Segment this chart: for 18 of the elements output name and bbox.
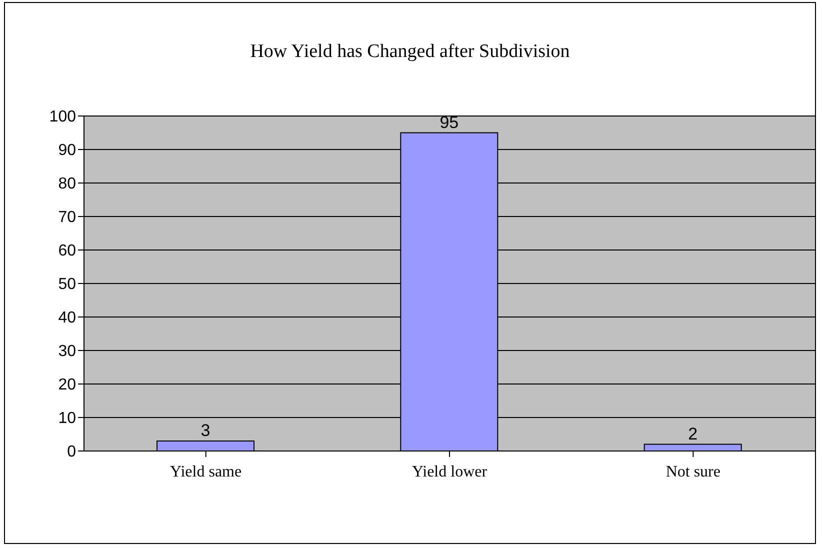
x-tick-label: Not sure bbox=[666, 463, 720, 480]
y-tick-label: 20 bbox=[58, 376, 76, 394]
y-tick-label: 60 bbox=[58, 242, 76, 260]
data-label: 3 bbox=[200, 420, 210, 440]
x-tick-label: Yield lower bbox=[412, 463, 488, 480]
y-tick-label: 90 bbox=[58, 142, 76, 160]
chart-title: How Yield has Changed after Subdivision bbox=[249, 41, 571, 63]
data-label: 2 bbox=[688, 424, 698, 444]
y-tick-label: 40 bbox=[58, 310, 76, 327]
y-tick-label: 70 bbox=[58, 209, 76, 226]
y-tick-label: 50 bbox=[58, 276, 76, 294]
y-tick-label: 0 bbox=[67, 444, 76, 461]
y-tick-label: 30 bbox=[58, 343, 76, 360]
y-tick-label: 80 bbox=[58, 176, 76, 193]
y-tick-label: 100 bbox=[49, 108, 76, 126]
x-tick-label: Yield same bbox=[170, 463, 242, 480]
data-label: 95 bbox=[440, 112, 459, 132]
y-tick-label: 10 bbox=[58, 410, 76, 428]
